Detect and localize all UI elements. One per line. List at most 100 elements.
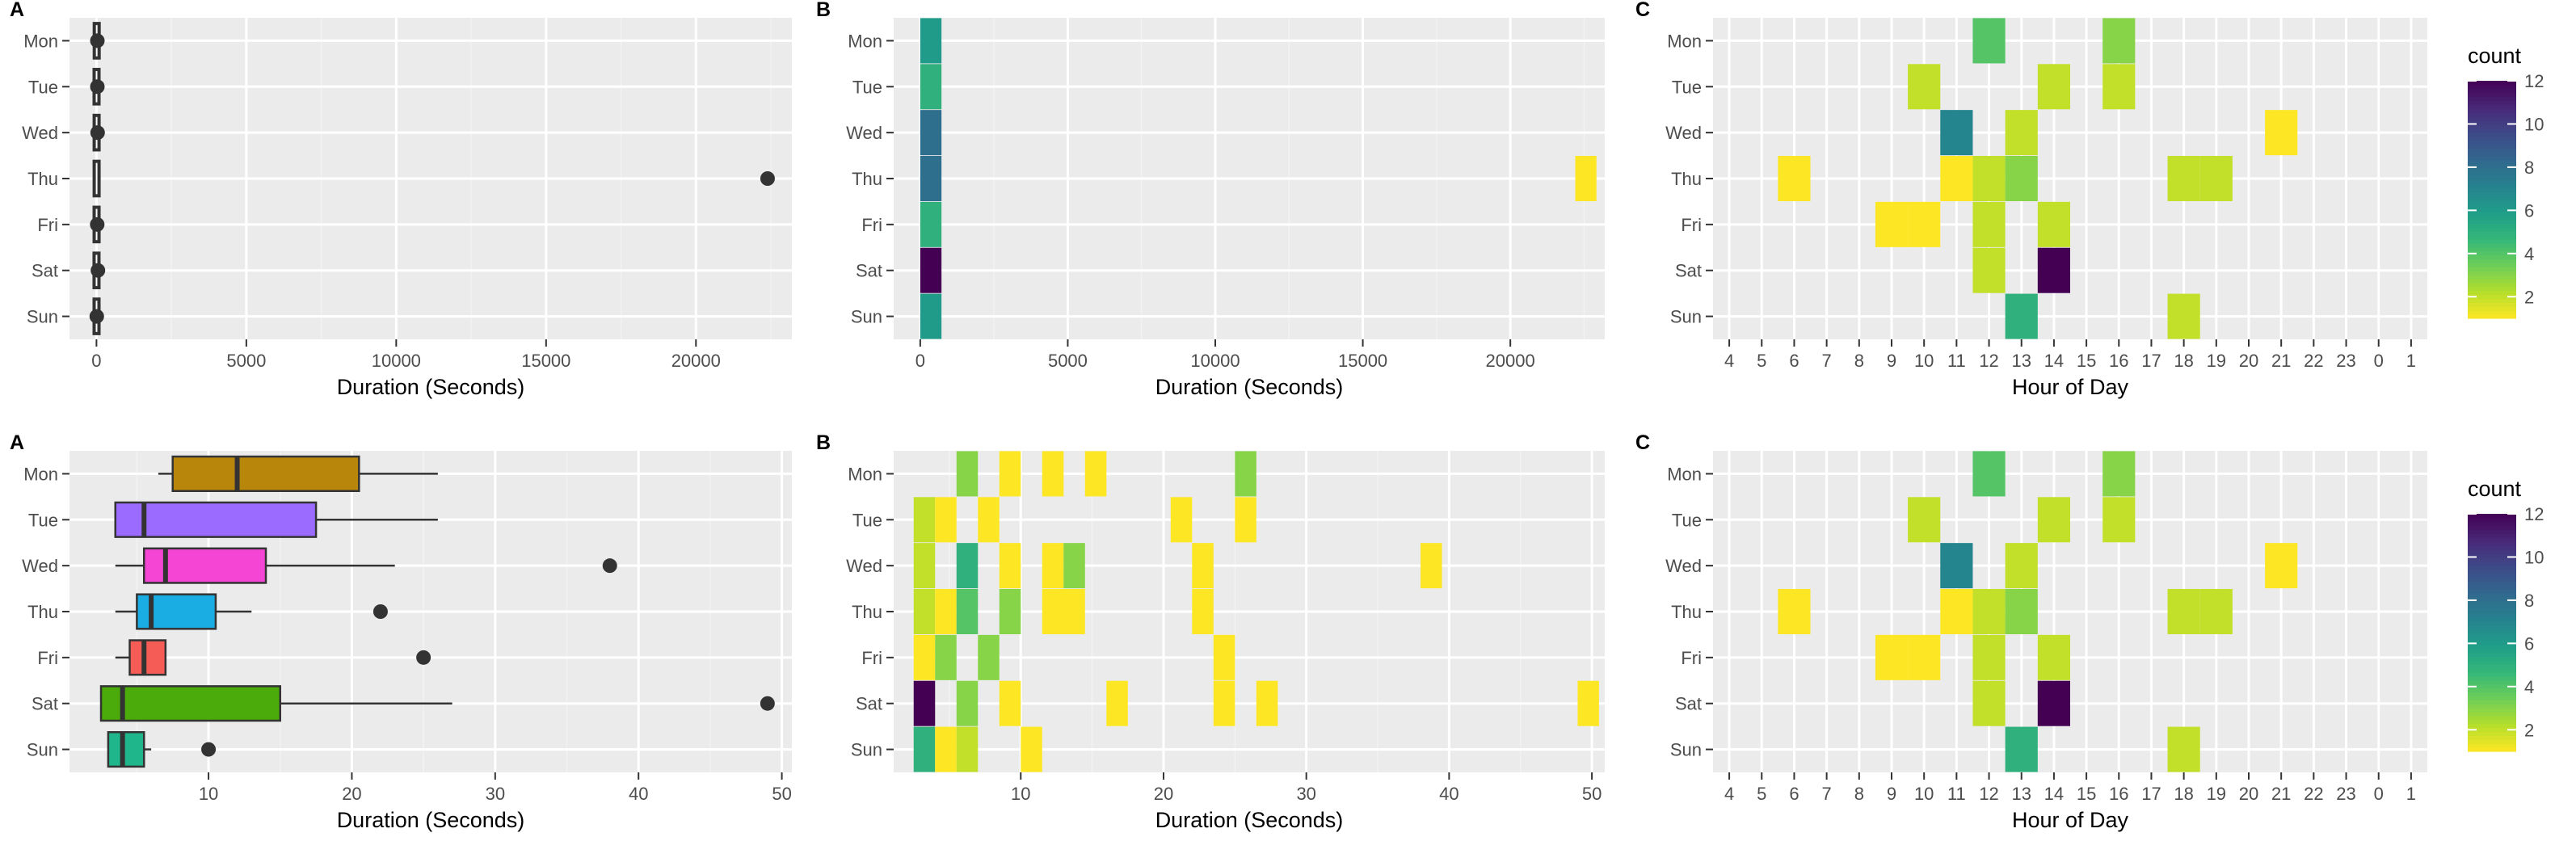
- legend-colorbar-segment: [2468, 239, 2516, 244]
- legend-colorbar-segment: [2468, 279, 2516, 284]
- x-tick-label: 10: [1914, 351, 1934, 371]
- x-tick-label: 17: [2141, 351, 2161, 371]
- legend-colorbar-segment: [2468, 715, 2516, 721]
- legend-colorbar-segment: [2468, 223, 2516, 228]
- legend-colorbar-segment: [2468, 581, 2516, 586]
- legend-colorbar-segment: [2468, 692, 2516, 696]
- heatmap-cell-wed: [1940, 543, 1973, 589]
- x-tick-label: 20: [2239, 351, 2258, 371]
- legend-colorbar-segment: [2468, 608, 2516, 614]
- legend-colorbar-segment: [2468, 246, 2516, 252]
- x-tick-label: 20: [342, 784, 361, 804]
- legend-colorbar-segment: [2468, 675, 2516, 681]
- legend-tick-label: 4: [2524, 677, 2534, 697]
- y-tick-label: Thu: [852, 602, 882, 622]
- legend-colorbar-segment: [2468, 183, 2516, 188]
- x-axis-title: Duration (Seconds): [337, 808, 525, 832]
- x-tick-label: 7: [1822, 784, 1832, 804]
- panel-b-1: Mon Tue Wed Thu Fri Sat Sun 0 5000 10000 15000 2000…: [816, 0, 1605, 399]
- outlier-point-tue: [90, 79, 105, 95]
- x-tick-label: 20: [1154, 784, 1173, 804]
- legend-colorbar-segment: [2468, 747, 2516, 752]
- y-tick-label: Sat: [1675, 261, 1702, 281]
- x-tick-label: 5: [1757, 784, 1766, 804]
- y-tick-label: Fri: [1681, 648, 1702, 668]
- heatmap-cell-fri: [1875, 634, 1909, 680]
- box-thu: [136, 593, 217, 630]
- x-tick-label: 8: [1854, 351, 1864, 371]
- heatmap-cell-tue: [2037, 497, 2070, 543]
- x-tick-label: 13: [2011, 351, 2031, 371]
- x-tick-label: 16: [2109, 784, 2128, 804]
- heatmap-cell-sat: [1106, 680, 1128, 726]
- y-tick-label: Mon: [1667, 464, 1702, 484]
- panel-tag: A: [10, 431, 24, 454]
- y-tick-label: Mon: [848, 464, 882, 484]
- legend-colorbar-segment: [2468, 616, 2516, 621]
- y-tick-label: Mon: [1667, 31, 1702, 51]
- legend-colorbar-segment: [2468, 541, 2516, 546]
- box-tue: [114, 501, 318, 538]
- x-tick-label: 18: [2174, 351, 2193, 371]
- heatmap-cell-thu: [1940, 588, 1973, 635]
- legend-colorbar-segment: [2468, 104, 2516, 109]
- legend-tick-label: 2: [2524, 720, 2534, 740]
- heatmap-cell-sat: [1972, 680, 2006, 726]
- heatmap-cell-fri: [1908, 634, 1941, 680]
- heatmap-cell-mon: [1084, 451, 1107, 497]
- legend-colorbar-segment: [2468, 81, 2516, 86]
- heatmap-cell-tue: [1908, 64, 1941, 110]
- x-tick-label: 18: [2174, 784, 2193, 804]
- legend-tick-label: 6: [2524, 633, 2534, 654]
- legend-colorbar-segment: [2468, 116, 2516, 121]
- x-tick-label: 50: [1582, 784, 1602, 804]
- y-tick-label: Wed: [846, 556, 882, 576]
- panel-a-1: Mon Tue Wed Thu Fri Sat Sun 0 5000 10000 15000 2000…: [10, 0, 792, 399]
- legend-colorbar-segment: [2468, 140, 2516, 145]
- legend-colorbar-segment: [2468, 250, 2516, 256]
- heatmap-cell-wed: [920, 110, 942, 156]
- heatmap-cell-sat: [2037, 247, 2070, 293]
- heatmap-cell-thu: [1972, 588, 2006, 635]
- legend-colorbar-segment: [2468, 521, 2516, 527]
- heatmap-cell-sat: [1213, 680, 1235, 726]
- heatmap-cell-sun: [956, 726, 979, 772]
- legend-colorbar-segment: [2468, 604, 2516, 610]
- legend-colorbar-segment: [2468, 254, 2516, 260]
- y-tick-label: Mon: [23, 31, 58, 51]
- outlier-point-fri: [90, 217, 105, 232]
- heatmap-cell-thu: [2167, 588, 2200, 635]
- y-tick-label: Fri: [1681, 215, 1702, 235]
- y-tick-label: Tue: [852, 77, 882, 97]
- legend-colorbar-segment: [2468, 124, 2516, 129]
- y-tick-label: Thu: [27, 169, 58, 189]
- x-tick-label: 20000: [1486, 351, 1535, 371]
- legend-colorbar-segment: [2468, 629, 2516, 633]
- legend-colorbar-segment: [2468, 128, 2516, 133]
- heatmap-cell-mon: [1972, 18, 2006, 64]
- legend-colorbar-segment: [2468, 120, 2516, 125]
- y-tick-label: Sun: [851, 307, 882, 327]
- panel-tag: A: [10, 0, 24, 21]
- x-axis-title: Duration (Seconds): [1155, 375, 1344, 399]
- x-tick-label: 0: [91, 351, 101, 371]
- box-wed: [142, 547, 267, 584]
- legend-title: count: [2468, 44, 2522, 68]
- y-tick-label: Sun: [27, 307, 58, 327]
- x-tick-label: 1: [2406, 784, 2416, 804]
- legend-colorbar-segment: [2468, 648, 2516, 654]
- legend-colorbar-segment: [2468, 231, 2516, 236]
- heatmap-cell-wed: [2265, 110, 2298, 156]
- legend-colorbar-segment: [2468, 731, 2516, 736]
- legend-colorbar-segment: [2468, 660, 2516, 665]
- heatmap-cell-wed: [956, 543, 979, 589]
- heatmap-cell-tue: [935, 497, 957, 543]
- legend-tick-label: 10: [2524, 114, 2544, 134]
- legend-colorbar-segment: [2468, 96, 2516, 102]
- y-tick-label: Tue: [852, 510, 882, 530]
- heatmap-cell-sun: [920, 293, 942, 339]
- heatmap-cell-thu: [920, 155, 942, 202]
- outlier-point-wed: [90, 125, 105, 141]
- y-tick-label: Thu: [1671, 169, 1702, 189]
